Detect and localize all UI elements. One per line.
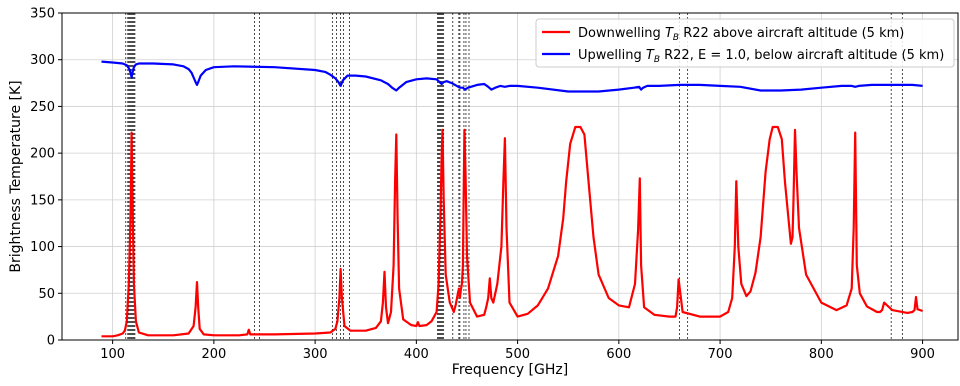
legend-entry-label: Upwelling TB R22, E = 1.0, below aircraf… — [578, 48, 944, 65]
x-tick-label: 500 — [505, 347, 530, 362]
y-tick-label: 300 — [30, 53, 55, 68]
x-tick-label: 200 — [201, 347, 226, 362]
downwelling-series-line — [101, 125, 923, 338]
x-tick-label: 300 — [303, 347, 328, 362]
y-tick-label: 250 — [30, 100, 55, 115]
y-axis-title: Brightness Temperature [K] — [8, 80, 24, 272]
y-tick-label: 200 — [30, 147, 55, 162]
axes: 100 200 300 400 500 600 700 800 900 0 50 100 150 200 2… — [30, 7, 935, 363]
y-tick-label: 350 — [30, 7, 55, 22]
x-tick-label: 400 — [404, 347, 429, 362]
plot-frame — [61, 12, 959, 341]
x-tick-label: 700 — [708, 347, 733, 362]
x-tick-label: 800 — [809, 347, 834, 362]
x-axis-title: Frequency [GHz] — [452, 362, 568, 378]
series-lines — [101, 60, 923, 338]
legend-box — [535, 18, 955, 68]
y-tick-label: 50 — [38, 287, 55, 302]
x-tick-label: 600 — [606, 347, 631, 362]
x-tick-label: 900 — [910, 347, 935, 362]
upwelling-series-line — [101, 60, 923, 93]
x-tick-label: 100 — [100, 347, 125, 362]
legend-entry-label: Downwelling TB R22 above aircraft altitu… — [578, 26, 904, 43]
legend: Downwelling TB R22 above aircraft altitu… — [535, 18, 955, 68]
y-tick-label: 100 — [30, 240, 55, 255]
y-tick-label: 150 — [30, 193, 55, 208]
y-tick-label: 0 — [47, 334, 55, 349]
